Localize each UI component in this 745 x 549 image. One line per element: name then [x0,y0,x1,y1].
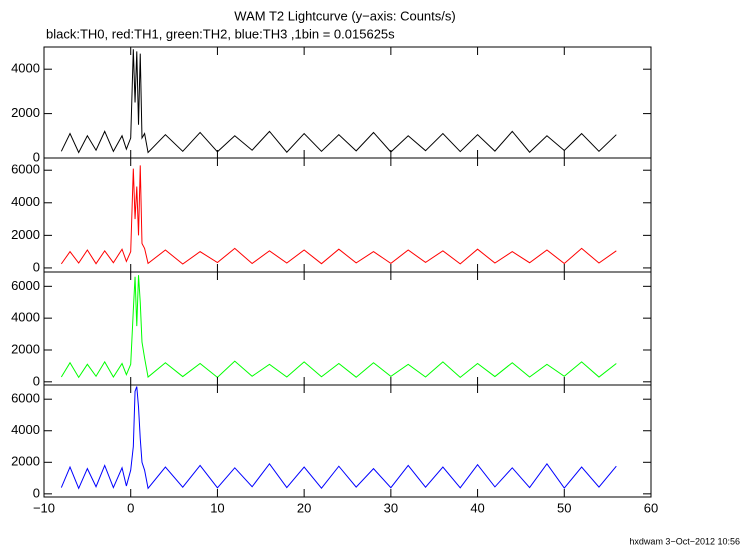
lightcurve [60,49,617,154]
y-tick-label: 2000 [11,454,40,469]
x-tick-label: 20 [297,500,311,515]
y-tick-label: 0 [33,485,40,500]
y-tick-label: 2000 [11,341,40,356]
y-tick-label: 6000 [11,278,40,293]
y-tick-label: 2000 [11,105,40,120]
panel-frame [43,384,652,498]
footer: hxdwam 3−Oct−2012 10:56 [629,536,740,546]
x-tick-label: 60 [644,500,658,515]
y-tick-label: 6000 [11,391,40,406]
chart-title: WAM T2 Lightcurve (y−axis: Counts/s) [234,8,455,23]
y-tick-label: 2000 [11,227,40,242]
x-tick-label: 40 [470,500,484,515]
y-tick-label: 4000 [11,61,40,76]
y-tick-label: 0 [33,373,40,388]
x-tick-label: 30 [384,500,398,515]
y-tick-label: 4000 [11,194,40,209]
y-tick-label: 0 [33,149,40,164]
chart-subtitle: black:TH0, red:TH1, green:TH2, blue:TH3 … [46,26,395,41]
x-tick-label: −10 [33,500,55,515]
y-tick-label: 4000 [11,310,40,325]
x-tick-label: 50 [557,500,571,515]
y-tick-label: 0 [33,259,40,274]
x-tick-label: 10 [210,500,224,515]
lightcurve [60,386,617,490]
y-tick-label: 6000 [11,162,40,177]
y-tick-label: 4000 [11,422,40,437]
lightcurve [60,165,617,265]
x-tick-label: 0 [127,500,134,515]
lightcurve [60,275,617,379]
